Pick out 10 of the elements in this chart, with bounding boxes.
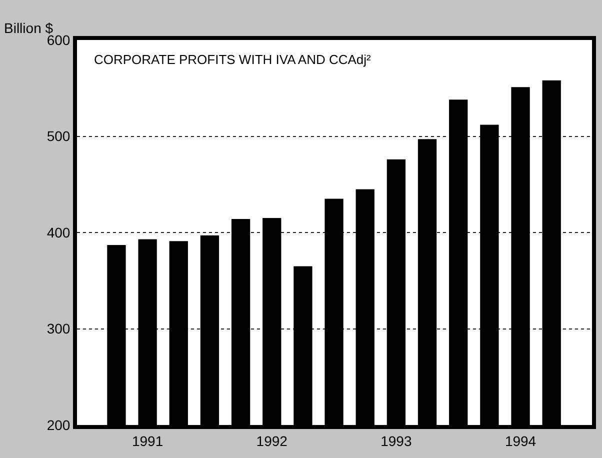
y-tick-label: 300 [46,320,70,337]
y-tick-label: 200 [46,416,70,433]
y-tick-label: 500 [46,128,70,144]
text: CORPORATE PROFITS WITH IVA AND CCAdj² [94,52,372,67]
x-tick-label: 1994 [504,432,536,449]
y-tick-label: 400 [46,224,70,240]
y-axis-title: Billion $ [4,20,54,36]
x-tick-label: 1992 [256,432,288,449]
x-tick-label: 1993 [380,432,412,449]
x-tick-label: 1991 [132,432,164,449]
